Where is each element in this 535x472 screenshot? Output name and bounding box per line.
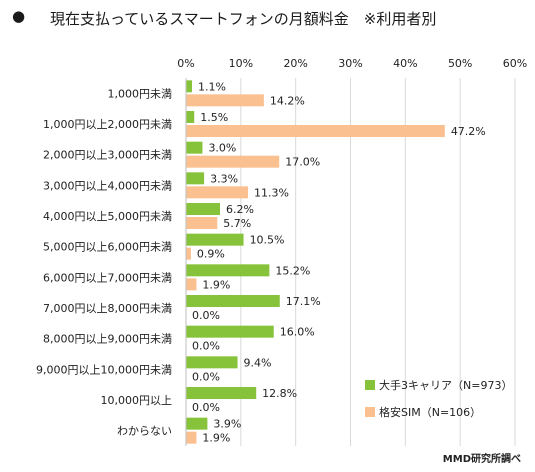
bar-mvno [186,247,191,260]
category-label: 1,000円未満 [108,87,173,100]
value-label: 16.0% [280,326,315,339]
bar-mvno [186,94,264,107]
category-label: 6,000円以上7,000円未満 [43,271,172,284]
bar-carrier [186,417,208,430]
category-label: 1,000円以上2,000円未満 [43,118,172,131]
value-label: 17.1% [286,295,321,308]
bar-mvno [186,217,218,229]
x-tick-label: 30% [338,57,362,70]
chart-title: ● 現在支払っているスマートフォンの月額料金 ※利用者別 [8,6,528,30]
value-label: 1.9% [202,278,230,291]
bar-carrier [186,111,195,123]
bar-mvno [186,155,280,168]
bar-carrier [186,264,270,277]
x-tick-label: 20% [283,57,307,70]
category-label: 10,000円以上 [101,394,173,407]
category-label: わからない [117,425,172,438]
category-label: 3,000円以上4,000円未満 [43,179,172,192]
value-label: 3.3% [210,172,238,185]
title-bullet: ● [12,7,26,25]
category-label: 7,000円以上8,000円未満 [43,302,172,315]
title-text: 現在支払っているスマートフォンの月額料金 ※利用者別 [50,10,437,28]
value-label: 0.0% [192,401,220,414]
x-tick-label: 10% [229,57,253,70]
category-label: 5,000円以上6,000円未満 [43,241,172,254]
value-label: 9.4% [244,356,272,369]
bar-mvno [186,125,445,137]
bar-carrier [186,80,193,93]
bar-carrier [186,325,274,338]
value-label: 10.5% [250,234,285,247]
x-tick-label: 0% [177,57,194,70]
bar-carrier [186,295,280,307]
value-label: 47.2% [451,125,486,138]
category-label: 2,000円以上3,000円未満 [43,149,172,162]
bar-carrier [186,387,257,399]
value-label: 0.0% [192,370,220,383]
value-label: 0.0% [192,309,220,322]
value-label: 1.5% [200,111,228,124]
value-label: 11.3% [254,186,289,199]
legend-swatch [365,380,375,390]
value-label: 12.8% [262,387,297,400]
category-label: 8,000円以上9,000円未満 [43,333,172,346]
bar-mvno [186,186,248,199]
bar-carrier [186,233,244,246]
value-label: 3.0% [208,142,236,155]
bar-carrier [186,356,238,369]
value-label: 0.0% [192,340,220,353]
value-label: 17.0% [285,156,320,169]
bar-mvno [186,278,197,291]
legend-label: 大手3キャリア（N=973） [379,378,512,392]
bar-carrier [186,203,220,215]
category-label: 9,000円以上10,000円未満 [36,363,172,376]
value-label: 1.9% [202,432,230,445]
legend-label: 格安SIM（N=106） [379,405,481,419]
source-credit: MMD研究所調べ [442,454,521,465]
value-label: 15.2% [275,264,310,277]
category-label: 4,000円以上5,000円未満 [43,210,172,223]
value-label: 1.1% [198,80,226,93]
x-tick-label: 40% [393,57,417,70]
value-label: 14.2% [270,94,305,107]
legend-swatch [365,407,375,417]
x-tick-label: 50% [448,57,472,70]
value-label: 3.9% [213,418,241,431]
bar-carrier [186,172,205,185]
value-label: 0.9% [197,248,225,261]
bar-mvno [186,431,197,444]
x-tick-label: 60% [503,57,527,70]
bar-carrier [186,141,203,154]
value-label: 5.7% [223,217,251,230]
value-label: 6.2% [226,203,254,216]
